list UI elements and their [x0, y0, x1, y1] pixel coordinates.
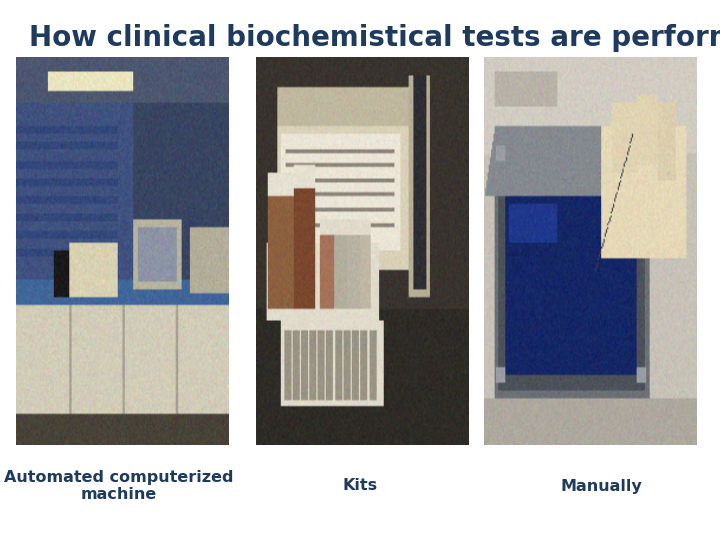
Text: Kits: Kits: [343, 478, 377, 494]
Text: Automated computerized
machine: Automated computerized machine: [4, 470, 233, 502]
Text: Manually: Manually: [560, 478, 642, 494]
Text: How clinical biochemistical tests are performed: How clinical biochemistical tests are pe…: [29, 24, 720, 52]
